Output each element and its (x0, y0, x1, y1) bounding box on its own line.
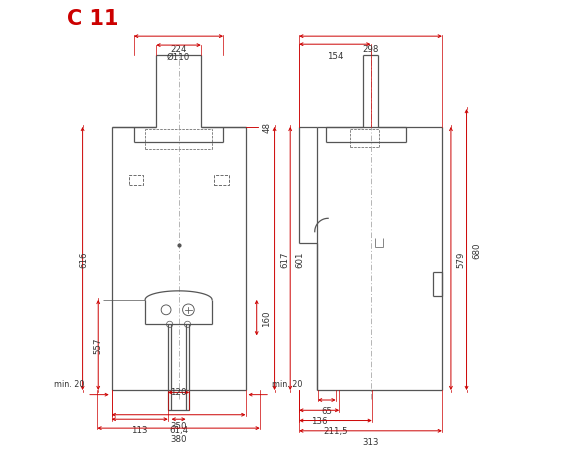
Text: 380: 380 (170, 434, 187, 443)
Text: 557: 557 (94, 337, 103, 354)
Text: 136: 136 (311, 416, 328, 425)
Text: min. 20: min. 20 (272, 379, 303, 388)
Text: 617: 617 (280, 251, 289, 267)
Text: 154: 154 (327, 52, 343, 61)
Text: C 11: C 11 (67, 9, 119, 29)
Text: 680: 680 (472, 242, 481, 258)
Text: 120: 120 (170, 387, 187, 396)
Text: min. 20: min. 20 (54, 379, 85, 388)
Bar (214, 176, 229, 186)
Text: 601: 601 (295, 251, 304, 267)
Text: 313: 313 (362, 437, 379, 446)
Text: 65: 65 (321, 406, 332, 415)
Text: 350: 350 (170, 421, 187, 430)
Text: 113: 113 (132, 425, 148, 434)
Text: 298: 298 (362, 45, 379, 54)
Text: 48: 48 (262, 122, 271, 133)
Bar (129, 176, 143, 186)
Text: 61,4: 61,4 (169, 425, 188, 434)
Text: Ø110: Ø110 (167, 53, 190, 62)
Text: 616: 616 (79, 251, 88, 267)
Text: 160: 160 (261, 310, 270, 326)
Text: 211,5: 211,5 (323, 426, 348, 435)
Text: 579: 579 (456, 251, 466, 267)
Text: 224: 224 (170, 45, 187, 54)
